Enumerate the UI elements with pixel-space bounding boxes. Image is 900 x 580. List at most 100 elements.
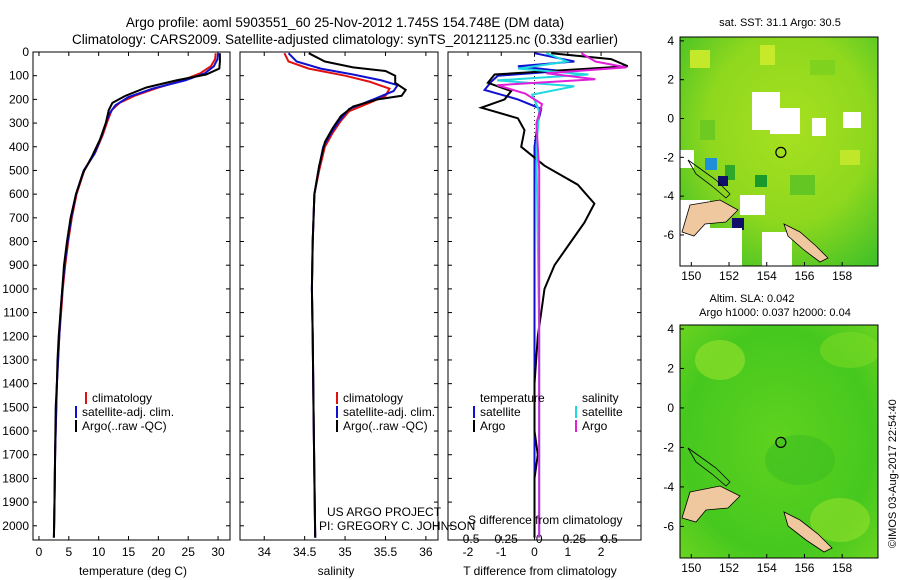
difference-legend: temperature salinity satellite Argo sate…: [473, 391, 623, 433]
x-tick-label: 36: [419, 545, 433, 559]
salinity-axis-label: salinity: [318, 564, 355, 578]
x-tick-label: 20: [152, 545, 166, 559]
lat-tick-label: -4: [663, 480, 674, 494]
depth-tick-label: 1300: [2, 353, 29, 367]
x-tick-label: -2: [463, 545, 474, 559]
x-tick-label: 15: [122, 545, 136, 559]
x-tick-label: 1: [564, 545, 571, 559]
depth-tick-label: 600: [9, 187, 29, 201]
depth-tick-label: 1000: [2, 282, 29, 296]
lon-tick-label: 152: [719, 561, 739, 575]
sst-cell: [760, 45, 775, 65]
depth-tick-label: 1200: [2, 329, 29, 343]
lon-tick-label: 156: [794, 269, 814, 283]
new-britain-island: [681, 485, 741, 523]
depth-tick-label: 1800: [2, 471, 29, 485]
s-tick-label: 0.25: [563, 532, 587, 546]
project-credit-line2: PI: GREGORY C. JOHNSON: [319, 519, 475, 533]
depth-tick-label: 400: [9, 140, 29, 154]
sst-cell: [790, 175, 815, 195]
legend-label-climatology: climatology: [343, 391, 403, 405]
s-difference-axis-label: S difference from climatology: [468, 513, 623, 527]
sla-anomaly-blob: [820, 332, 878, 368]
bougainville-island: [783, 511, 833, 553]
sla-map-title-line2: Argo h1000: 0.037 h2000: 0.04: [699, 307, 851, 319]
temperature-legend: climatology satellite-adj. clim. Argo(..…: [75, 391, 174, 433]
missing-data-cell: [843, 112, 861, 128]
x-tick-label: 5: [65, 545, 72, 559]
depth-tick-label: 500: [9, 163, 29, 177]
sst-cell: [718, 176, 728, 186]
sst-cell: [700, 120, 715, 140]
temperature-panel: 0 5 10 15 20 25 300100200300400500600700800900…: [2, 45, 231, 559]
s-tick-label: 0.5: [601, 532, 618, 546]
s-tick-label: -0.25: [490, 532, 518, 546]
x-tick-label: 0: [36, 545, 43, 559]
lat-tick-label: -2: [663, 150, 674, 164]
sst-cell: [705, 158, 717, 170]
x-tick-label: 35: [338, 545, 352, 559]
legend-label-t-argo: Argo: [480, 419, 506, 433]
depth-tick-label: 200: [9, 92, 29, 106]
missing-data-cell: [770, 108, 800, 134]
legend-label-satellite: satellite-adj. clim.: [343, 405, 435, 419]
new-britain-island: [681, 199, 739, 237]
sla-map-frame: [679, 324, 879, 559]
missing-data-cell: [762, 232, 792, 266]
lon-tick-label: 158: [832, 561, 852, 575]
lat-tick-label: 4: [667, 322, 674, 336]
legend-label-argo: Argo(..raw -QC): [343, 419, 428, 433]
salinity-panel: 34 34.5 35 35.5 36: [239, 51, 439, 559]
x-tick-label: 25: [182, 545, 196, 559]
s-tick-label: -0.5: [459, 532, 480, 546]
depth-tick-label: 1600: [2, 424, 29, 438]
sla-map: 150 152 154 156 158 -6 -4 -2 0 2 4: [663, 322, 879, 575]
lat-tick-label: -6: [663, 228, 674, 242]
lat-tick-label: -6: [663, 519, 674, 533]
lat-tick-label: 4: [667, 34, 674, 48]
difference-axis-label: T difference from climatology: [463, 564, 617, 578]
depth-tick-label: 1100: [3, 306, 29, 320]
difference-panel: -2 -1 0 1 2 -0.5 -0.25 0 0.25 0.5: [447, 51, 642, 559]
lon-tick-label: 154: [757, 269, 777, 283]
series-line-salinity-argo: [496, 52, 627, 538]
depth-tick-label: 1500: [2, 400, 29, 414]
x-tick-label: 0: [531, 545, 538, 559]
lon-tick-label: 150: [681, 561, 701, 575]
lon-tick-label: 154: [757, 561, 777, 575]
sst-cell: [810, 60, 835, 75]
sst-map-field: [680, 37, 878, 266]
sla-anomaly-blob: [695, 340, 745, 380]
sst-cell: [690, 50, 710, 68]
sst-cell: [732, 218, 744, 230]
sla-anomaly-blob: [810, 498, 870, 542]
salinity-legend: climatology satellite-adj. clim. Argo(..…: [336, 391, 435, 433]
lat-tick-label: 0: [667, 112, 674, 126]
legend-label-s-argo: Argo: [582, 419, 608, 433]
sst-cell: [840, 150, 860, 165]
sla-map-field: [680, 325, 878, 558]
depth-tick-label: 2000: [2, 519, 29, 533]
lon-tick-label: 152: [719, 269, 739, 283]
figure-title-line1: Argo profile: aoml 5903551_60 25-Nov-201…: [126, 15, 564, 30]
missing-data-cell: [700, 228, 742, 266]
sst-map: 150 152 154 156 158 -6 -4 -2 0 2 4: [663, 34, 879, 283]
temperature-plot-area: [32, 51, 231, 541]
lon-tick-label: 158: [832, 269, 852, 283]
lat-tick-label: 2: [667, 73, 674, 87]
depth-tick-label: 100: [9, 69, 29, 83]
lat-tick-label: 2: [667, 361, 674, 375]
x-tick-label: 35.5: [374, 545, 398, 559]
legend-heading-salinity: salinity: [582, 391, 619, 405]
lat-tick-label: -4: [663, 189, 674, 203]
sst-map-title: sat. SST: 31.1 Argo: 30.5: [719, 17, 841, 29]
lat-tick-label: -2: [663, 440, 674, 454]
series-line-temperature-argo: [478, 52, 629, 538]
sst-cell: [755, 175, 767, 187]
lat-tick-label: 0: [667, 401, 674, 415]
x-tick-label: -1: [496, 545, 507, 559]
series-line-argo-raw-qc-: [308, 52, 408, 538]
x-tick-label: 34: [258, 545, 272, 559]
x-tick-label: 34.5: [293, 545, 317, 559]
